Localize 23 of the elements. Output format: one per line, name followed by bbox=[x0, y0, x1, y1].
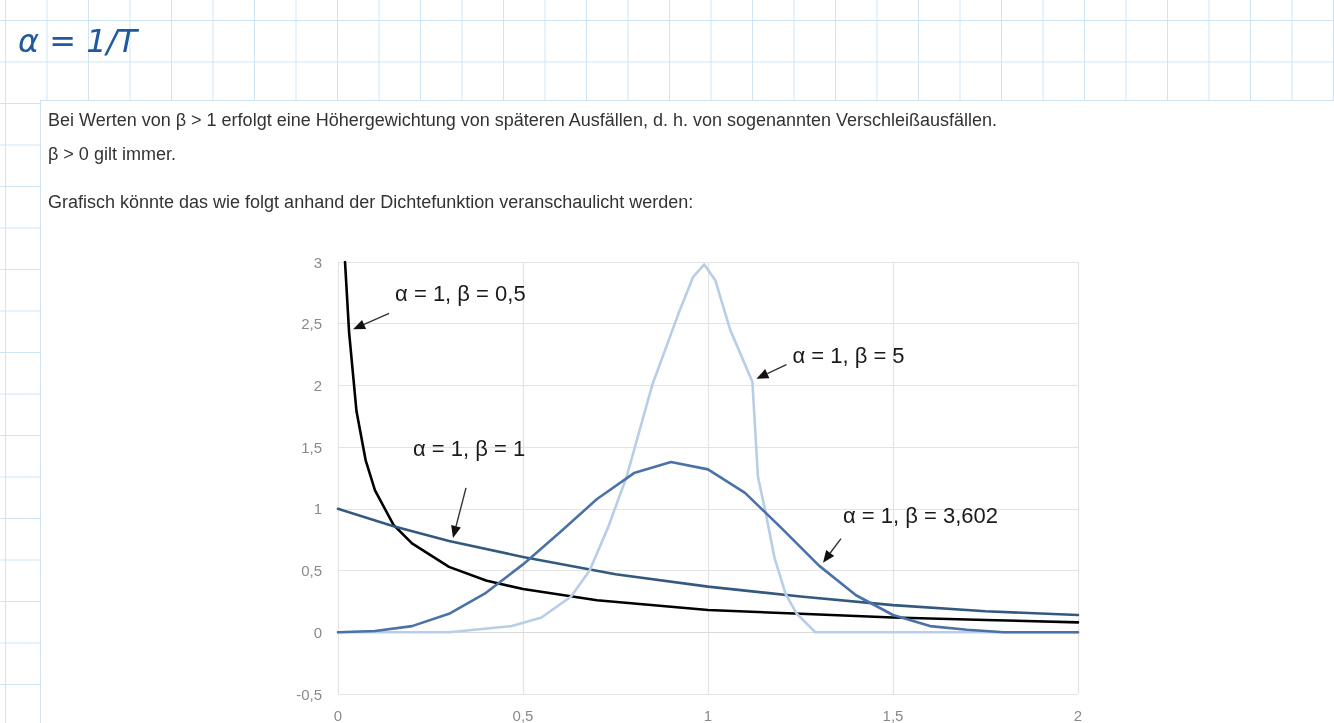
y-tick-label: 1 bbox=[313, 500, 322, 518]
text: α = 1/T bbox=[18, 22, 137, 60]
line-series bbox=[336, 507, 1080, 617]
x-tick-label: 0 bbox=[333, 707, 343, 723]
y-tick-label: 3 bbox=[313, 253, 322, 271]
x-tick-label: 1,5 bbox=[882, 707, 904, 723]
line-series bbox=[336, 460, 1080, 634]
x-tick-label: 1 bbox=[703, 707, 713, 723]
text: α = 1, β = 1 bbox=[413, 435, 526, 462]
series-label: α = 1, β = 5 bbox=[792, 342, 905, 369]
text: α = 1, β = 0,5 bbox=[395, 281, 526, 308]
y-tick-label: 1,5 bbox=[301, 438, 322, 456]
series-label: α = 1, β = 3,602 bbox=[843, 502, 999, 529]
x-tick-label: 0,5 bbox=[512, 707, 534, 723]
y-tick-label: 2,5 bbox=[301, 315, 322, 333]
text: β > 0 gilt immer. bbox=[48, 144, 176, 165]
x-tick-label: 2 bbox=[1073, 707, 1083, 723]
text: Bei Werten von β > 1 erfolgt eine Höhergewichtung von späteren Ausfällen, d. h. von sogenannten Verschleißausfällen. bbox=[48, 110, 998, 131]
y-tick-label: 0 bbox=[313, 623, 322, 641]
y-tick-label: 2 bbox=[313, 376, 322, 394]
y-tick-label: -0,5 bbox=[296, 685, 322, 703]
text: Grafisch könnte das wie folgt anhand der Dichtefunktion veranschaulicht werden: bbox=[48, 192, 694, 213]
y-tick-label: 0,5 bbox=[301, 562, 322, 580]
